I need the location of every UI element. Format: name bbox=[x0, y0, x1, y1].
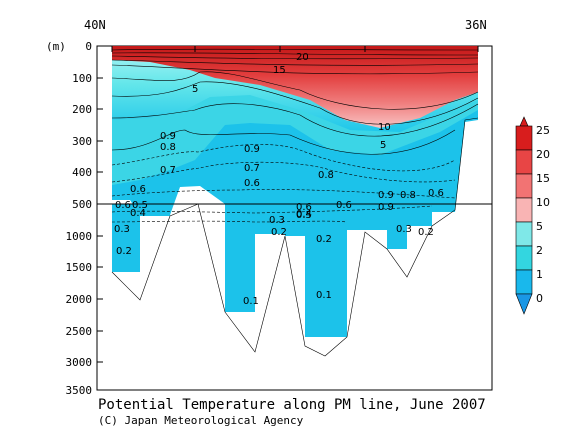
y-tick-100: 100 bbox=[72, 72, 92, 85]
colorbar-tick-0: 0 bbox=[536, 292, 543, 305]
lower-panel-fill bbox=[112, 204, 432, 337]
contour-label: 5 bbox=[380, 140, 386, 151]
colorbar-swatch-5 bbox=[515, 221, 533, 247]
colorbar-tick-25: 25 bbox=[536, 124, 550, 137]
colorbar-swatch-25 bbox=[515, 125, 533, 151]
contour-label: 0.3 bbox=[269, 215, 285, 226]
contour-label: 0.5 bbox=[296, 210, 312, 221]
chart-title: Potential Temperature along PM line, Jun… bbox=[98, 397, 486, 413]
contour-labels: 20 15 10 5 5 0.9 0.8 0.7 0.6 0.9 0.7 0.6… bbox=[114, 52, 444, 307]
contour-label: 5 bbox=[192, 84, 198, 95]
contour-label: 0.3 bbox=[114, 224, 130, 235]
contour-label: 0.8 bbox=[400, 190, 416, 201]
contour-label: 0.7 bbox=[244, 163, 260, 174]
y-axis bbox=[97, 45, 103, 363]
contour-label: 0.8 bbox=[160, 142, 176, 153]
contour-label: 0.1 bbox=[316, 290, 332, 301]
colorbar-tick-20: 20 bbox=[536, 148, 550, 161]
bottom-topography bbox=[111, 117, 479, 357]
contour-label: 0.2 bbox=[271, 227, 287, 238]
colorbar: 25 20 15 10 5 2 1 0 bbox=[515, 116, 550, 315]
contour-label: 0.6 bbox=[336, 200, 352, 211]
colorbar-tick-1: 1 bbox=[536, 268, 543, 281]
contour-label: 0.7 bbox=[160, 165, 176, 176]
y-axis-label: (m) bbox=[46, 40, 66, 53]
contour-label: 0.6 bbox=[130, 184, 146, 195]
contour-label: 0.1 bbox=[243, 296, 259, 307]
contour-label: 0.3 bbox=[396, 224, 412, 235]
y-tick-1500: 1500 bbox=[66, 261, 93, 274]
contour-label: 0.9 bbox=[160, 131, 176, 142]
y-tick-3000: 3000 bbox=[66, 356, 93, 369]
y-tick-2000: 2000 bbox=[66, 293, 93, 306]
chart-credit: (C) Japan Meteorological Agency bbox=[98, 414, 304, 427]
colorbar-swatch-15 bbox=[515, 173, 533, 199]
y-tick-300: 300 bbox=[72, 135, 92, 148]
colorbar-tick-10: 10 bbox=[536, 196, 550, 209]
y-tick-500: 500 bbox=[72, 198, 92, 211]
contour-label: 15 bbox=[273, 65, 286, 76]
contour-lines bbox=[111, 48, 479, 223]
colorbar-swatch-1 bbox=[515, 269, 533, 295]
upper-panel-fill bbox=[112, 46, 478, 215]
contour-label: 0.6 bbox=[115, 200, 131, 211]
y-tick-0: 0 bbox=[85, 40, 92, 53]
colorbar-tick-5: 5 bbox=[536, 220, 543, 233]
colorbar-swatch-2 bbox=[515, 245, 533, 271]
y-tick-400: 400 bbox=[72, 166, 92, 179]
contour-label: 0.5 bbox=[132, 200, 148, 211]
y-tick-2500: 2500 bbox=[66, 325, 93, 338]
colorbar-tick-15: 15 bbox=[536, 172, 550, 185]
contour-label: 10 bbox=[378, 122, 391, 133]
contour-label: 0.2 bbox=[418, 227, 434, 238]
colorbar-bottom-arrow bbox=[515, 293, 533, 315]
contour-label: 0.6 bbox=[296, 202, 312, 213]
colorbar-swatch-10 bbox=[515, 197, 533, 223]
contour-label: 0.2 bbox=[116, 246, 132, 257]
contour-label: 0.9 bbox=[244, 144, 260, 155]
contour-label: 0.9 bbox=[378, 202, 394, 213]
y-tick-3500: 3500 bbox=[66, 384, 93, 397]
x-label-40N: 40N bbox=[84, 18, 106, 32]
contour-label: 20 bbox=[296, 52, 309, 63]
contour-label: 0.6 bbox=[244, 178, 260, 189]
contour-label: 0.6 bbox=[428, 188, 444, 199]
colorbar-top-arrow bbox=[519, 116, 529, 127]
x-label-36N: 36N bbox=[465, 18, 487, 32]
contour-label: 0.8 bbox=[318, 170, 334, 181]
colorbar-swatch-20 bbox=[515, 149, 533, 175]
colorbar-tick-2: 2 bbox=[536, 244, 543, 257]
contour-label: 0.2 bbox=[316, 234, 332, 245]
contour-label: 0.9 bbox=[378, 190, 394, 201]
y-tick-1000: 1000 bbox=[66, 230, 93, 243]
x-axis-top bbox=[111, 46, 479, 52]
contour-label: 0.4 bbox=[130, 208, 146, 219]
contour-label: 0.4 bbox=[296, 209, 312, 220]
y-tick-200: 200 bbox=[72, 103, 92, 116]
